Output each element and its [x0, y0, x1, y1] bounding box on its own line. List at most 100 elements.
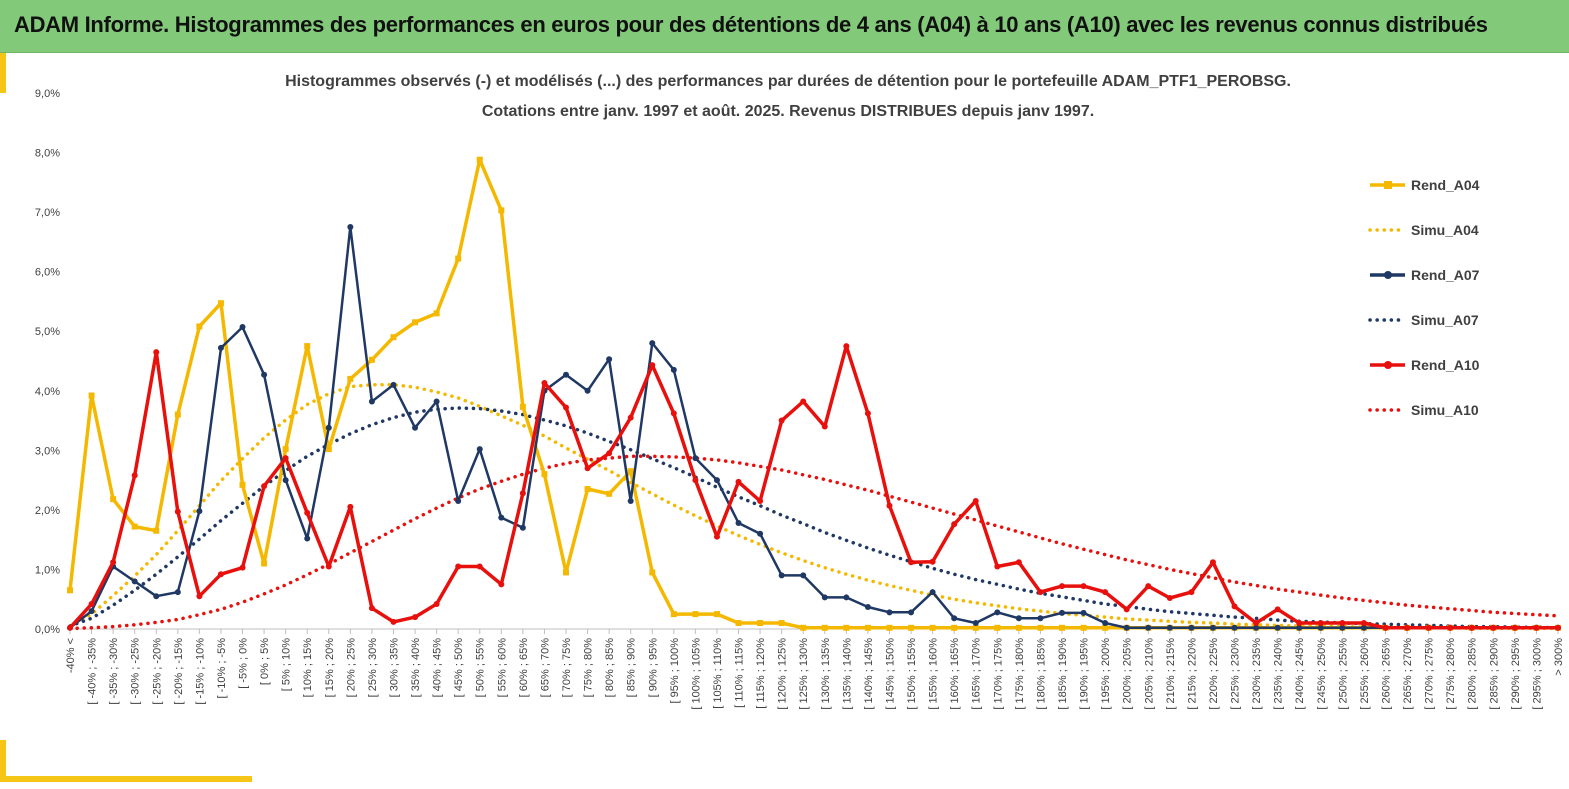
series-line [68, 157, 1558, 630]
x-tick-label: [ 160% ; 165% [949, 638, 961, 710]
data-point [174, 589, 181, 596]
series-line [68, 406, 1560, 630]
data-point [498, 514, 505, 521]
x-tick-label: [ 165% ; 170% [971, 638, 983, 710]
data-point [174, 411, 181, 418]
data-point [88, 608, 95, 615]
legend-item: Rend_A07 [1370, 267, 1480, 283]
x-tick-label: [ -20% ; -15% [173, 638, 185, 705]
data-point [1015, 559, 1022, 566]
x-tick-label: [ 40% ; 45% [432, 638, 444, 698]
legend-marker [1384, 271, 1392, 279]
data-point [347, 503, 354, 510]
data-point [131, 472, 138, 479]
data-point [843, 624, 850, 631]
x-tick-label: [ 45% ; 50% [453, 638, 465, 698]
legend-label: Simu_A07 [1411, 312, 1479, 328]
x-tick-label: [ 220% ; 225% [1208, 638, 1220, 710]
data-point [1382, 624, 1389, 631]
x-tick-label: [ 225% ; 230% [1230, 638, 1242, 710]
data-point [261, 483, 268, 490]
y-tick-label: 4,0% [35, 386, 60, 398]
data-point [649, 340, 656, 347]
x-tick-label: [ 285% ; 290% [1488, 638, 1500, 710]
data-point [304, 343, 311, 350]
data-point [713, 477, 720, 484]
data-point [692, 477, 699, 484]
data-point [627, 414, 634, 421]
x-tick-label: [ 155% ; 160% [928, 638, 940, 710]
data-point [929, 589, 936, 596]
data-point [994, 609, 1001, 616]
data-point [886, 624, 893, 631]
data-point [800, 624, 807, 631]
x-tick-label: [ 15% ; 20% [324, 638, 336, 698]
data-point [347, 224, 354, 230]
x-tick-label: > 300% [1553, 638, 1565, 676]
data-point [519, 490, 526, 497]
data-point [1145, 624, 1152, 631]
data-point [476, 156, 483, 163]
data-point [433, 600, 440, 607]
data-point [217, 344, 224, 351]
data-point [735, 519, 742, 526]
data-point [1015, 624, 1022, 631]
accent-bar-top-left [0, 53, 6, 93]
data-point [778, 417, 785, 424]
data-point [131, 578, 138, 585]
data-point [476, 446, 483, 453]
data-point [843, 343, 850, 350]
data-point [1317, 620, 1324, 627]
x-tick-label: [ 190% ; 195% [1079, 638, 1091, 710]
data-point [1102, 624, 1109, 631]
x-tick-label: [ 235% ; 240% [1273, 638, 1285, 710]
data-point [196, 323, 203, 330]
data-point [67, 587, 73, 594]
data-point [239, 564, 246, 571]
accent-bar-bottom-left [0, 776, 252, 782]
data-point [1274, 624, 1281, 631]
data-point [455, 563, 462, 570]
y-tick-label: 1,0% [35, 564, 60, 576]
data-point [131, 523, 138, 530]
data-point [1123, 606, 1130, 613]
data-point [735, 478, 742, 485]
legend-item: Rend_A10 [1370, 357, 1480, 373]
data-point [994, 563, 1001, 570]
data-point [1080, 583, 1087, 590]
data-point [1360, 624, 1367, 631]
x-tick-label: [ 85% ; 90% [626, 638, 638, 698]
data-point [1253, 624, 1260, 631]
series-rend-a04 [67, 156, 1561, 631]
data-point [692, 611, 699, 618]
x-tick-label: [ 275% ; 280% [1445, 638, 1457, 710]
data-point [110, 559, 117, 566]
data-point [1166, 595, 1173, 602]
x-tick-label: [ 25% ; 30% [367, 638, 379, 698]
x-tick-label: [ 90% ; 95% [647, 638, 659, 698]
data-point [1059, 583, 1065, 590]
series-line [69, 225, 1558, 630]
x-tick-label: [ 270% ; 275% [1424, 638, 1436, 710]
x-tick-label: [ 185% ; 190% [1057, 638, 1069, 710]
legend: Rend_A04 Simu_A04 Rend_A07 Simu_A07 Rend_A10… [1352, 160, 1552, 430]
data-point [1296, 620, 1303, 627]
data-point [153, 593, 160, 600]
data-point [692, 455, 699, 462]
x-tick-label: [ 215% ; 220% [1186, 638, 1198, 710]
data-point [1317, 624, 1324, 631]
x-tick-label: [ 35% ; 40% [410, 638, 422, 698]
data-point [1166, 624, 1173, 631]
y-tick-label: 7,0% [35, 207, 60, 219]
x-tick-label: [ 195% ; 200% [1100, 638, 1112, 710]
data-point [584, 387, 591, 394]
data-point [1209, 559, 1216, 566]
data-point [606, 450, 613, 457]
data-point [110, 496, 117, 503]
legend-marker [1384, 361, 1392, 369]
data-point [282, 446, 289, 453]
x-tick-label: [ 80% ; 85% [604, 638, 616, 698]
data-point [713, 611, 720, 618]
data-point [1102, 620, 1109, 627]
data-point [1209, 624, 1216, 631]
